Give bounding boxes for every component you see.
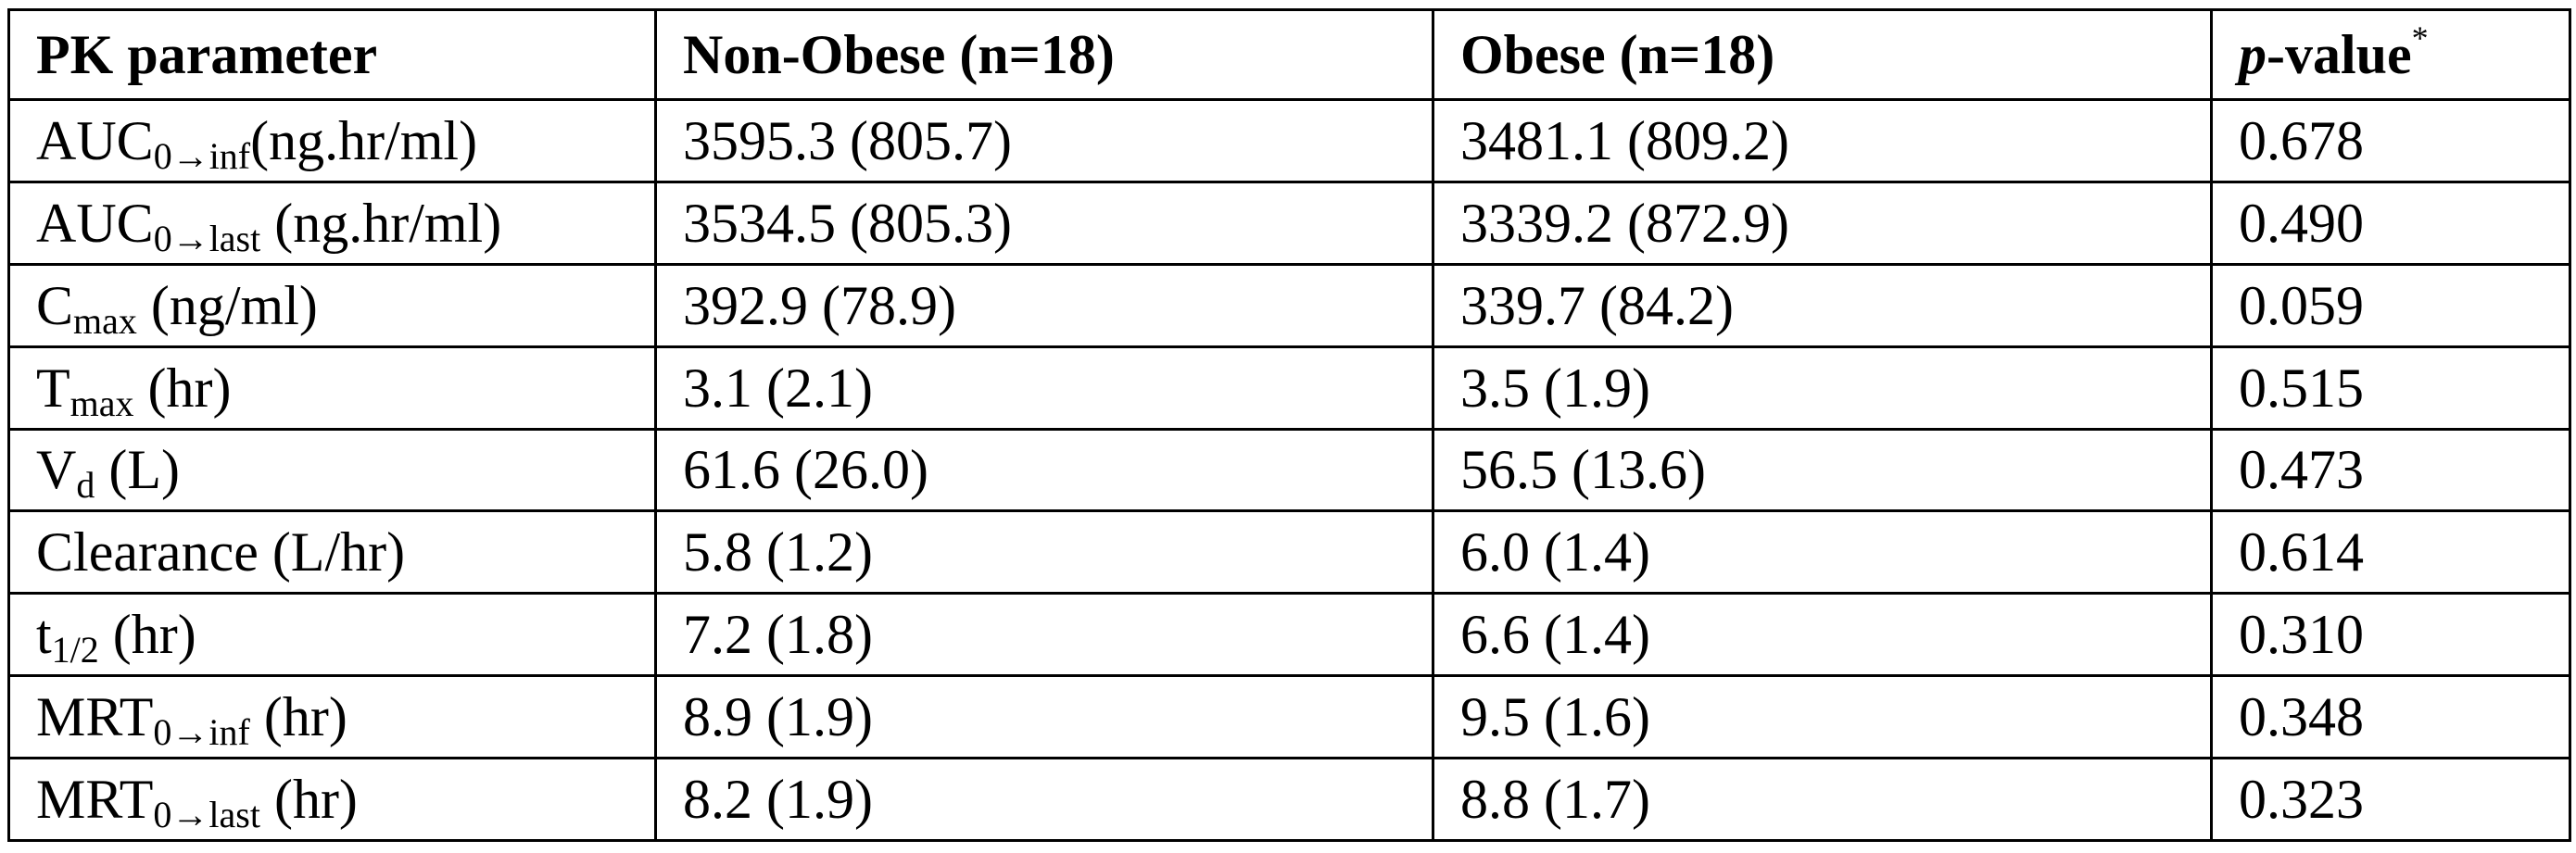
parameter-unit: (L) [95, 439, 180, 501]
cell-parameter: MRT0→inf (hr) [7, 674, 657, 760]
parameter-unit: (hr) [98, 604, 196, 666]
table-row: Cmax (ng/ml) 392.9 (78.9) 339.7 (84.2) 0.05… [7, 262, 2571, 348]
cell-non-obese: 392.9 (78.9) [654, 262, 1434, 348]
header-p-value: p-value* [2210, 8, 2571, 101]
cell-non-obese: 3.1 (2.1) [654, 345, 1434, 431]
cell-parameter: Cmax (ng/ml) [7, 262, 657, 348]
header-row: PK parameter Non-Obese (n=18) Obese (n=1… [7, 8, 2571, 101]
parameter-unit: (ng/ml) [136, 274, 318, 336]
pk-parameter-table: PK parameter Non-Obese (n=18) Obese (n=1… [7, 8, 2571, 842]
cell-parameter: Tmax (hr) [7, 345, 657, 431]
parameter-subscript: 0→inf [153, 711, 250, 754]
parameter-name: V [36, 439, 77, 501]
cell-p-value: 0.490 [2210, 180, 2571, 266]
parameter-name: MRT [36, 686, 154, 748]
table-row: AUC0→last (ng.hr/ml) 3534.5 (805.3) 3339.2… [7, 180, 2571, 266]
parameter-subscript: max [73, 299, 137, 342]
parameter-name: AUC [36, 109, 154, 171]
parameter-name: MRT [36, 769, 154, 831]
header-non-obese: Non-Obese (n=18) [654, 8, 1434, 101]
cell-non-obese: 8.9 (1.9) [654, 674, 1434, 760]
parameter-subscript: 1/2 [51, 629, 99, 671]
parameter-unit: (ng.hr/ml) [250, 109, 478, 171]
table-body: PK parameter Non-Obese (n=18) Obese (n=1… [7, 8, 2571, 842]
parameter-subscript: d [76, 464, 95, 507]
cell-non-obese: 5.8 (1.2) [654, 509, 1434, 596]
cell-parameter: t1/2 (hr) [7, 592, 657, 678]
cell-obese: 6.0 (1.4) [1432, 509, 2213, 596]
parameter-unit: (hr) [259, 769, 358, 831]
parameter-name: T [36, 357, 70, 419]
table-row: Tmax (hr) 3.1 (2.1) 3.5 (1.9) 0.515 [7, 345, 2571, 431]
cell-obese: 56.5 (13.6) [1432, 427, 2213, 513]
table-row: t1/2 (hr) 7.2 (1.8) 6.6 (1.4) 0.310 [7, 592, 2571, 678]
parameter-unit: (ng.hr/ml) [260, 192, 502, 254]
parameter-subscript: max [69, 382, 134, 424]
table-row: Vd (L) 61.6 (26.0) 56.5 (13.6) 0.473 [7, 427, 2571, 513]
parameter-unit: (L/hr) [258, 521, 406, 583]
parameter-name: t [36, 604, 52, 666]
parameter-name: C [36, 274, 74, 336]
cell-parameter: AUC0→inf(ng.hr/ml) [7, 97, 657, 183]
cell-obese: 3481.1 (809.2) [1432, 97, 2213, 183]
header-pk-parameter: PK parameter [7, 8, 657, 101]
parameter-name: AUC [36, 192, 154, 254]
parameter-unit: (hr) [133, 357, 232, 419]
parameter-name: Clearance [36, 521, 259, 583]
cell-p-value: 0.323 [2210, 757, 2571, 842]
cell-p-value: 0.059 [2210, 262, 2571, 348]
cell-p-value: 0.515 [2210, 345, 2571, 431]
cell-p-value: 0.614 [2210, 509, 2571, 596]
header-p-footnote-mark: * [2411, 19, 2429, 56]
table-row: MRT0→last (hr) 8.2 (1.9) 8.8 (1.7) 0.323 [7, 757, 2571, 842]
cell-p-value: 0.678 [2210, 97, 2571, 183]
table-row: AUC0→inf(ng.hr/ml) 3595.3 (805.7) 3481.1 (… [7, 97, 2571, 183]
cell-parameter: AUC0→last (ng.hr/ml) [7, 180, 657, 266]
cell-non-obese: 3534.5 (805.3) [654, 180, 1434, 266]
cell-obese: 339.7 (84.2) [1432, 262, 2213, 348]
parameter-subscript: 0→last [153, 217, 261, 259]
cell-non-obese: 7.2 (1.8) [654, 592, 1434, 678]
cell-obese: 9.5 (1.6) [1432, 674, 2213, 760]
cell-p-value: 0.473 [2210, 427, 2571, 513]
header-p-rest: -value [2267, 23, 2412, 85]
table-row: MRT0→inf (hr) 8.9 (1.9) 9.5 (1.6) 0.348 [7, 674, 2571, 760]
cell-obese: 3339.2 (872.9) [1432, 180, 2213, 266]
cell-parameter: MRT0→last (hr) [7, 757, 657, 842]
header-obese: Obese (n=18) [1432, 8, 2213, 101]
parameter-subscript: 0→last [153, 794, 260, 836]
cell-p-value: 0.348 [2210, 674, 2571, 760]
cell-p-value: 0.310 [2210, 592, 2571, 678]
cell-parameter: Clearance (L/hr) [7, 509, 657, 596]
table-row: Clearance (L/hr) 5.8 (1.2) 6.0 (1.4) 0.614 [7, 509, 2571, 596]
cell-obese: 8.8 (1.7) [1432, 757, 2213, 842]
header-p-italic: p [2239, 23, 2267, 85]
cell-parameter: Vd (L) [7, 427, 657, 513]
cell-obese: 6.6 (1.4) [1432, 592, 2213, 678]
parameter-subscript: 0→inf [153, 134, 251, 177]
cell-non-obese: 8.2 (1.9) [654, 757, 1434, 842]
cell-non-obese: 3595.3 (805.7) [654, 97, 1434, 183]
cell-non-obese: 61.6 (26.0) [654, 427, 1434, 513]
cell-obese: 3.5 (1.9) [1432, 345, 2213, 431]
parameter-unit: (hr) [249, 686, 347, 748]
